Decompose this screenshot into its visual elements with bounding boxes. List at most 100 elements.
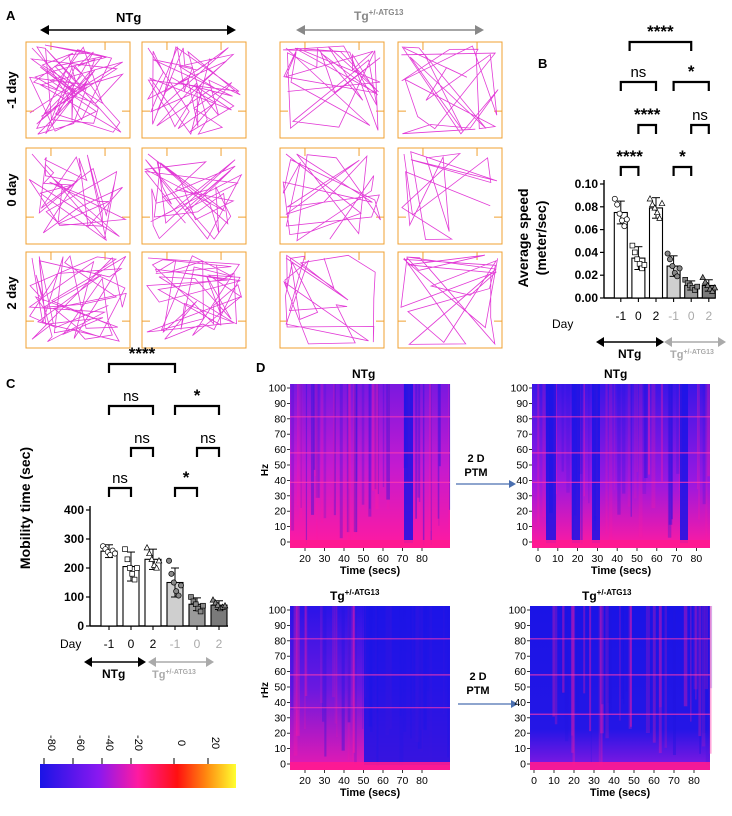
spec-y-tick-label: 10 (274, 521, 286, 533)
spectrogram-streak (698, 606, 702, 737)
spectrogram-streak (339, 384, 343, 539)
spec-y-tick-label: 80 (514, 635, 526, 647)
spec-y-tick-label: 60 (514, 666, 526, 678)
significance-label: **** (647, 22, 674, 41)
spectrogram-streak (386, 384, 390, 500)
spec-y-tick-label: 50 (274, 682, 286, 694)
spectrogram-streak (362, 606, 364, 729)
spec-y-tick-label: 30 (274, 712, 286, 724)
spec-y-tick-label: 80 (516, 413, 528, 425)
spec-y-tick-label: 90 (274, 620, 286, 632)
data-point (150, 561, 158, 568)
spectrogram-streak (346, 384, 350, 533)
spectrogram-streak (334, 606, 337, 724)
spectrogram-streak (583, 384, 585, 497)
spectrogram-streak (417, 384, 420, 498)
spec-x-tick-label: 10 (552, 553, 564, 565)
ylabel-hz: Hz (260, 464, 271, 476)
y-tick-label: 200 (64, 561, 84, 575)
spectrogram-streak (601, 606, 603, 763)
data-point (649, 200, 656, 208)
movement-track (28, 153, 127, 242)
arena-1-3 (397, 147, 503, 245)
spec-y-tick-label: 30 (274, 490, 286, 502)
spec-x-tick-label: 30 (319, 553, 331, 565)
spectrogram-streak (621, 606, 624, 700)
significance-label: ns (630, 64, 646, 81)
spectrogram-streak (697, 384, 699, 490)
spectrogram-streak (638, 384, 643, 538)
spectrogram-streak (322, 606, 325, 722)
movement-track (400, 254, 498, 346)
spectrogram-streak (354, 606, 357, 764)
spectrogram-streak (323, 384, 327, 519)
spec-y-tick-label: 20 (274, 728, 286, 740)
movement-track (401, 45, 499, 135)
panel-d-letter: D (256, 360, 265, 375)
spec-y-tick-label: 40 (516, 475, 528, 487)
spectrogram-streak (704, 606, 708, 690)
spec-y-tick-label: 70 (274, 651, 286, 663)
arrow-2-label-1: 2 D (469, 671, 486, 683)
spectrogram-streak (630, 606, 632, 727)
spec-y-tick-label: 90 (274, 398, 286, 410)
spec-y-tick-label: 10 (274, 743, 286, 755)
data-point (701, 278, 709, 285)
significance-label: **** (634, 105, 661, 124)
panel-a-ntg-label: NTg (116, 10, 141, 25)
spec-y-tick-label: 90 (514, 620, 526, 632)
panel-c-tg-arrow-left (148, 657, 156, 667)
x-tick-label: -1 (104, 637, 115, 651)
y-tick-label: 0.02 (575, 268, 599, 282)
spec-y-tick-label: 60 (516, 444, 528, 456)
spectrogram-streak (642, 384, 647, 494)
spectrogram-streak (438, 384, 441, 467)
spec-y-tick-label: 100 (510, 383, 528, 395)
movement-track (401, 151, 498, 240)
spec-y-tick-label: 40 (274, 697, 286, 709)
spec-x-tick-label: 80 (416, 775, 428, 787)
spectrogram-streak (297, 384, 299, 506)
panel-c-chart: 400 300 200 100 0 -1 0 2 -1 0 2 **** ns * ns ns ns * (64, 344, 229, 651)
arena-border (397, 251, 503, 349)
panel-c-ntg-label: NTg (102, 667, 125, 681)
significance-bracket (619, 165, 640, 176)
spectrogram-streak (438, 384, 440, 526)
spectrogram-streak (627, 384, 631, 507)
data-point (632, 249, 638, 256)
data-point (214, 601, 222, 608)
arena-border (141, 147, 247, 245)
spec-x-tick-label: 70 (671, 553, 683, 565)
significance-label: ns (112, 470, 128, 487)
spec-y-tick-label: 100 (268, 383, 286, 395)
significance-label: * (679, 147, 686, 166)
spectrogram-streak (320, 384, 324, 524)
arena-border (25, 251, 131, 349)
data-point (197, 608, 204, 615)
significance-bracket (672, 165, 693, 176)
spectrogram-streak (418, 384, 421, 502)
panel-c-tg-label: Tg+/-ATG13 (152, 669, 196, 681)
spectrogram-streak (705, 384, 708, 541)
spec-x-tick-label: 30 (588, 775, 600, 787)
data-point (656, 214, 663, 221)
significance-label: * (688, 62, 695, 81)
spec-y-tick-label: 100 (268, 605, 286, 617)
spectrogram-streak (324, 606, 327, 757)
spec-x-tick-label: 80 (416, 553, 428, 565)
low-power-band (404, 384, 413, 544)
spec-y-tick-label: 70 (514, 651, 526, 663)
panel-b-chart: 0.100.080.060.040.020.00-1 0 2 -1 0 2****ns **… (575, 22, 719, 323)
data-point (170, 579, 177, 586)
arena-2-0 (25, 251, 131, 349)
spec-x-tick-label: 40 (608, 775, 620, 787)
spec-x-tick-label: 70 (397, 775, 409, 787)
spec-title-3: Tg+/-ATG13 (330, 588, 380, 603)
spectrogram-streak (698, 384, 700, 520)
spectrogram-streak (448, 384, 450, 531)
baseline-band (290, 540, 450, 548)
x-tick-label: 0 (635, 309, 642, 323)
spectrogram-streak (605, 606, 609, 739)
